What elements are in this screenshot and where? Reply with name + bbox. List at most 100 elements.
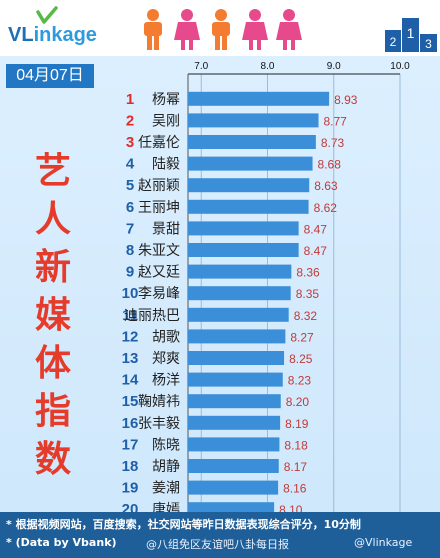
rank-label: 8 bbox=[126, 242, 134, 259]
rank-label: 3 bbox=[126, 134, 134, 151]
rank-label: 1 bbox=[126, 91, 134, 108]
data-label: 8.27 bbox=[290, 330, 314, 344]
data-label: 8.18 bbox=[284, 438, 308, 452]
data-label: 8.19 bbox=[285, 417, 309, 431]
category-label: 胡静 bbox=[152, 459, 180, 475]
rank-label: 17 bbox=[122, 436, 139, 453]
data-label: 8.47 bbox=[304, 244, 328, 258]
rank-label: 6 bbox=[126, 199, 134, 216]
bar bbox=[188, 480, 279, 495]
title-char: 媒 bbox=[34, 295, 71, 336]
category-label: 杨幂 bbox=[152, 92, 180, 108]
header-bar: VLinkage 2 1 3 bbox=[0, 0, 440, 56]
bar bbox=[188, 372, 283, 387]
watermark: @Vlinkage bbox=[354, 536, 413, 549]
podium-icon: 2 1 3 bbox=[385, 18, 437, 52]
x-tick-label: 10.0 bbox=[390, 61, 410, 72]
title-char: 艺 bbox=[34, 151, 71, 192]
svg-text:2: 2 bbox=[390, 35, 397, 49]
category-label: 胡歌 bbox=[152, 329, 180, 345]
title-char: 指 bbox=[34, 391, 71, 432]
chart-panel: 04月07日 艺 人 新 媒 体 指 数 bbox=[0, 56, 440, 512]
svg-text:1: 1 bbox=[407, 25, 415, 41]
rank-label: 10 bbox=[122, 285, 139, 302]
rank-label: 9 bbox=[126, 264, 134, 281]
data-label: 8.25 bbox=[289, 352, 313, 366]
rank-label: 14 bbox=[122, 372, 139, 389]
bar-chart: 7.0 8.0 9.0 10.0 1 杨幂 8.93 2 吴刚 8.77 3 任嘉伦 8.73 4 陆毅 8.… bbox=[122, 61, 410, 512]
data-label: 8.32 bbox=[294, 309, 318, 323]
data-label: 8.47 bbox=[304, 222, 328, 236]
category-label: 迪丽热巴 bbox=[124, 308, 180, 324]
data-label: 8.36 bbox=[296, 266, 320, 280]
bar bbox=[188, 113, 319, 128]
title-char: 数 bbox=[34, 439, 71, 480]
rank-label: 15 bbox=[122, 393, 139, 410]
bar bbox=[188, 502, 275, 512]
people-icons bbox=[144, 9, 302, 50]
x-tick-label: 9.0 bbox=[327, 61, 341, 72]
data-label: 8.17 bbox=[284, 460, 308, 474]
data-label: 8.20 bbox=[286, 395, 310, 409]
data-source: * (Data by Vbank) bbox=[6, 536, 117, 549]
category-label: 陈晓 bbox=[152, 436, 180, 453]
bar bbox=[188, 199, 309, 214]
rank-label: 12 bbox=[122, 328, 139, 345]
bar bbox=[188, 221, 299, 236]
rank-label: 16 bbox=[122, 415, 139, 432]
footer: * 根据视频网站，百度搜索，社交网站等昨日数据表现综合评分，10分制 * (Da… bbox=[0, 512, 440, 558]
bar bbox=[188, 264, 292, 279]
watermark: @八组免区友谊吧八卦每日报 bbox=[146, 538, 289, 551]
category-label: 赵又廷 bbox=[138, 265, 180, 281]
data-label: 8.93 bbox=[334, 93, 358, 107]
data-label: 8.73 bbox=[321, 136, 345, 150]
rank-label: 20 bbox=[122, 501, 139, 512]
bar bbox=[188, 351, 285, 365]
category-label: 王丽坤 bbox=[138, 200, 180, 216]
category-label: 张丰毅 bbox=[138, 415, 180, 432]
title-char: 体 bbox=[34, 343, 71, 384]
date-badge: 04月07日 bbox=[6, 64, 94, 88]
data-label: 8.77 bbox=[324, 114, 348, 128]
bar bbox=[188, 178, 310, 193]
category-label: 陆毅 bbox=[152, 156, 180, 173]
category-label: 吴刚 bbox=[152, 113, 180, 129]
rank-label: 18 bbox=[122, 458, 139, 475]
bar bbox=[188, 91, 330, 106]
bar bbox=[188, 135, 316, 149]
category-label: 鞠婧祎 bbox=[138, 394, 180, 410]
vertical-title: 艺 人 新 媒 体 指 数 bbox=[28, 148, 78, 484]
bar bbox=[188, 286, 291, 301]
data-label: 8.63 bbox=[314, 179, 338, 193]
x-tick-label: 8.0 bbox=[261, 61, 275, 72]
category-label: 唐嫣 bbox=[152, 501, 180, 512]
rank-label: 7 bbox=[126, 220, 134, 237]
title-char: 新 bbox=[34, 247, 71, 288]
rank-label: 19 bbox=[122, 480, 139, 497]
brand-logo: VLinkage bbox=[8, 24, 97, 46]
data-label: 8.68 bbox=[318, 158, 342, 172]
bar bbox=[188, 307, 289, 322]
rank-label: 2 bbox=[126, 112, 134, 129]
x-tick-label: 7.0 bbox=[194, 61, 208, 72]
rank-label: 13 bbox=[122, 350, 139, 367]
data-label: 8.16 bbox=[283, 482, 307, 496]
category-label: 景甜 bbox=[152, 221, 180, 237]
bar bbox=[188, 415, 281, 430]
category-label: 李易峰 bbox=[138, 286, 180, 302]
bar bbox=[188, 329, 286, 344]
rank-label: 5 bbox=[126, 177, 134, 194]
data-label: 8.35 bbox=[296, 287, 320, 301]
category-label: 朱亚文 bbox=[138, 243, 180, 259]
rank-label: 11 bbox=[122, 307, 138, 324]
title-char: 人 bbox=[34, 199, 71, 240]
logo-icon bbox=[36, 6, 58, 24]
category-label: 赵丽颖 bbox=[138, 178, 180, 194]
bar bbox=[188, 243, 299, 257]
rank-label: 4 bbox=[126, 156, 135, 173]
bar bbox=[188, 156, 313, 171]
category-label: 郑爽 bbox=[152, 351, 180, 367]
footnote: * 根据视频网站，百度搜索，社交网站等昨日数据表现综合评分，10分制 bbox=[6, 518, 361, 531]
data-label: 8.62 bbox=[314, 201, 338, 215]
data-label: 8.10 bbox=[279, 503, 303, 512]
